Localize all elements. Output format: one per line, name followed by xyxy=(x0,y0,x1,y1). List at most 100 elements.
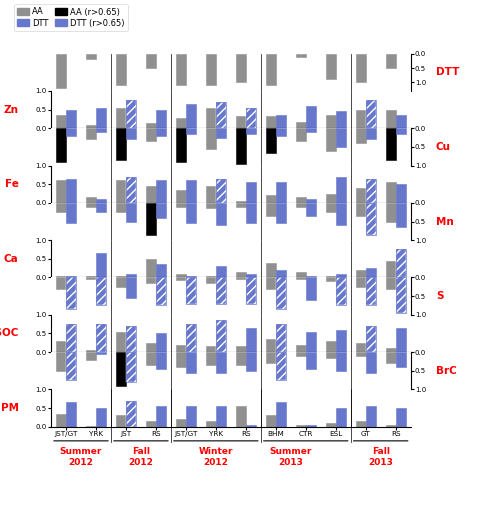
Bar xyxy=(326,194,336,203)
Bar xyxy=(216,266,226,277)
Bar xyxy=(396,203,406,227)
Bar xyxy=(86,125,96,128)
Bar xyxy=(116,54,126,85)
Bar xyxy=(386,128,396,160)
Text: Zn: Zn xyxy=(4,105,18,114)
Bar xyxy=(386,182,396,203)
Bar xyxy=(126,401,136,427)
Bar xyxy=(296,352,306,356)
Bar xyxy=(326,341,336,352)
Bar xyxy=(86,203,96,206)
Bar xyxy=(266,277,276,289)
Bar xyxy=(306,352,316,369)
Bar xyxy=(266,203,276,216)
Bar xyxy=(96,203,106,212)
Bar xyxy=(246,352,256,370)
Bar xyxy=(186,128,196,134)
Bar xyxy=(216,277,226,304)
Bar xyxy=(216,406,226,427)
Bar xyxy=(386,277,396,289)
Bar xyxy=(326,277,336,281)
Bar xyxy=(56,277,66,289)
Bar xyxy=(246,277,256,304)
Bar xyxy=(66,109,76,128)
Bar xyxy=(146,128,156,142)
Bar xyxy=(296,54,306,57)
Bar xyxy=(176,190,186,203)
Text: Summer
2013: Summer 2013 xyxy=(270,447,312,467)
Bar xyxy=(126,326,136,352)
Bar xyxy=(326,128,336,151)
Bar xyxy=(126,352,136,382)
Bar xyxy=(236,352,246,365)
Bar xyxy=(56,275,66,277)
Bar xyxy=(146,259,156,277)
Bar xyxy=(66,403,76,427)
Bar xyxy=(356,270,366,277)
Bar xyxy=(86,128,96,140)
Bar xyxy=(206,346,216,352)
Bar xyxy=(56,352,66,370)
Bar xyxy=(116,128,126,160)
Bar xyxy=(296,122,306,128)
Bar xyxy=(396,408,406,427)
Bar xyxy=(326,115,336,128)
Bar xyxy=(246,108,256,128)
Bar xyxy=(356,109,366,128)
Bar xyxy=(146,186,156,203)
Bar xyxy=(86,54,96,59)
Bar xyxy=(56,413,66,427)
Bar xyxy=(126,401,136,427)
Bar xyxy=(66,277,76,309)
Bar xyxy=(236,406,246,427)
Bar xyxy=(326,352,336,358)
Bar xyxy=(356,277,366,287)
Bar xyxy=(96,253,106,277)
Bar xyxy=(336,128,346,147)
Bar xyxy=(216,102,226,128)
Bar xyxy=(176,344,186,352)
Bar xyxy=(176,203,186,206)
Bar xyxy=(356,421,366,427)
Bar xyxy=(296,344,306,352)
Bar xyxy=(326,203,336,212)
Bar xyxy=(236,117,246,128)
Bar xyxy=(276,203,286,223)
Bar xyxy=(356,343,366,352)
Bar xyxy=(96,128,106,132)
Bar xyxy=(156,333,166,352)
Bar xyxy=(96,324,106,352)
Bar xyxy=(336,352,346,370)
Bar xyxy=(236,201,246,203)
Bar xyxy=(306,425,316,427)
Bar xyxy=(396,249,406,277)
Bar xyxy=(86,352,96,360)
Bar xyxy=(365,179,376,203)
Bar xyxy=(156,352,166,369)
Bar xyxy=(236,277,246,280)
Bar xyxy=(365,277,376,306)
Bar xyxy=(276,324,286,352)
Bar xyxy=(396,352,406,367)
Bar xyxy=(306,199,316,203)
Bar xyxy=(186,275,196,277)
Bar xyxy=(306,277,316,300)
Bar xyxy=(336,330,346,352)
Bar xyxy=(186,324,196,352)
Bar xyxy=(56,341,66,352)
Bar xyxy=(126,177,136,203)
Bar xyxy=(365,406,376,427)
Bar xyxy=(356,54,366,82)
Bar xyxy=(276,352,286,380)
Text: Fall
2012: Fall 2012 xyxy=(128,447,154,467)
Bar xyxy=(116,275,126,277)
Bar xyxy=(396,128,406,134)
Bar xyxy=(176,352,186,367)
Bar xyxy=(266,128,276,152)
Bar xyxy=(156,180,166,203)
Bar xyxy=(156,264,166,277)
Bar xyxy=(146,123,156,128)
Bar xyxy=(266,263,276,277)
Bar xyxy=(56,128,66,162)
Bar xyxy=(186,324,196,352)
